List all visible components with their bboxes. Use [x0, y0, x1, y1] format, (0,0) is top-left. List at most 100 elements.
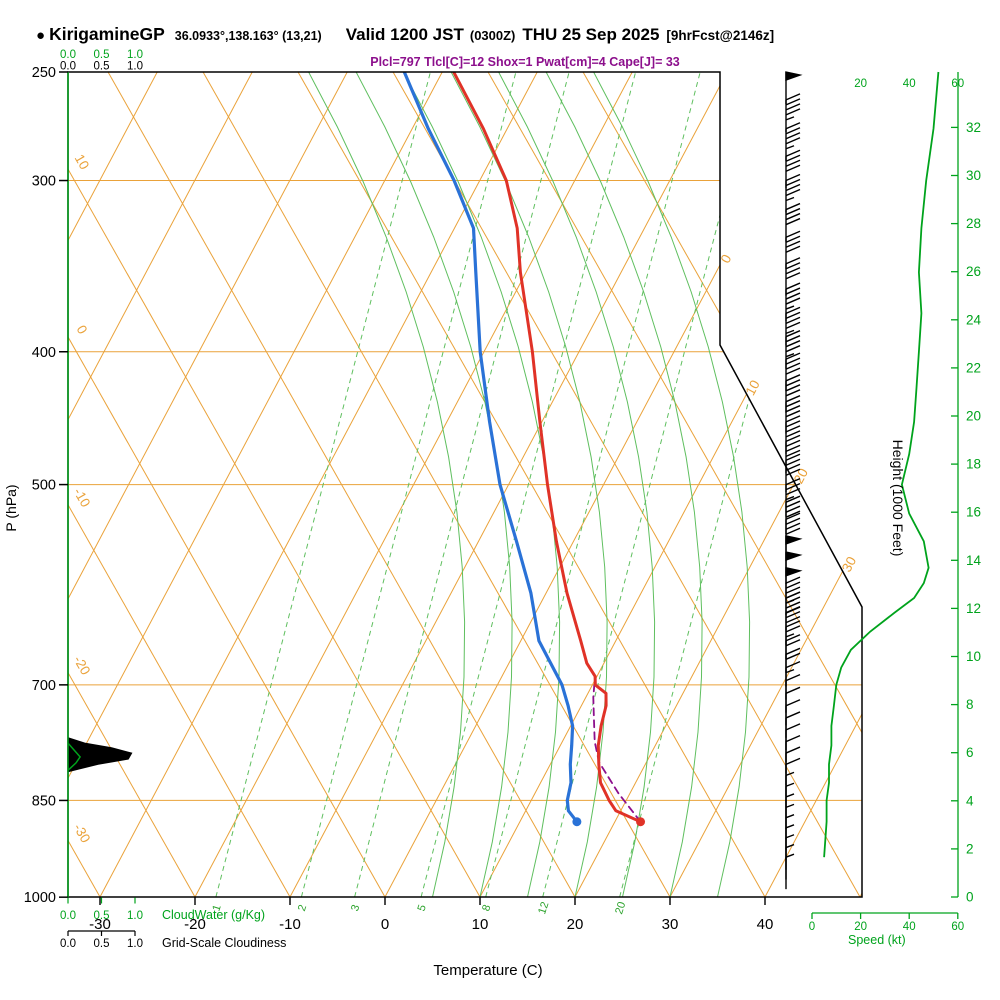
height-tick-label: 14 [966, 553, 982, 568]
valid-time-z: (0300Z) [469, 28, 516, 43]
mixing-ratio-label: 3 [349, 903, 362, 913]
cloudwater-tick-label: 1.0 [127, 910, 143, 922]
speed-tick-label: 0 [809, 921, 815, 933]
mixing-ratio-label: 5 [416, 903, 429, 913]
height-tick-label: 6 [966, 745, 974, 760]
temperature-axis: -30 -20 -10 0 10 20 30 40 Temperature (C) [89, 897, 773, 979]
wind-barbs [785, 71, 803, 890]
station-coords: 36.0933°,138.163° (13,21) [174, 29, 322, 43]
mixing-ratio-label: 12 [536, 900, 551, 915]
cloudiness-top-tick-label: 0.0 [60, 61, 76, 73]
wind-speed-curve [823, 71, 940, 858]
pressure-tick-label: 300 [32, 174, 56, 190]
height-tick-label: 12 [966, 601, 981, 616]
temp-tick-label: -20 [184, 916, 206, 933]
speed-axis: 0204060204060Speed (kt) [809, 78, 964, 947]
pressure-tick-label: 250 [32, 65, 56, 81]
cloud-water-profile [68, 742, 82, 771]
chart-title: ● KirigamineGP 36.0933°,138.163° (13,21) Va… [36, 24, 774, 45]
speed-profile-line [823, 71, 940, 858]
cloudiness-top-tick-label: 0.5 [94, 61, 110, 73]
mixing-ratio-label: 8 [480, 903, 493, 913]
cloudiness-axis-title: Grid-Scale Cloudiness [162, 936, 286, 950]
cloudwater-top-tick-label: 0.0 [60, 49, 76, 61]
cloudiness-top-tick-label: 1.0 [127, 61, 143, 73]
temp-axis-title: Temperature (C) [433, 962, 542, 979]
height-tick-label: 30 [966, 168, 981, 183]
cloudiness-tick-label: 0.5 [94, 938, 110, 950]
height-axis-title: Height (1000 Feet) [890, 440, 906, 557]
mixing-ratio-lines [215, 72, 835, 897]
pressure-tick-label: 1000 [24, 890, 56, 906]
pressure-tick-label: 850 [32, 793, 56, 809]
cloudwater-axis-title: CloudWater (g/Kg) [162, 908, 265, 922]
pressure-axis-title: P (hPa) [3, 484, 19, 531]
speed-axis-title: Speed (kt) [848, 933, 906, 947]
height-tick-label: 22 [966, 360, 981, 375]
pressure-tick-label: 500 [32, 478, 56, 494]
dry-adiabat-label: 10 [72, 152, 93, 173]
temp-tick-label: 10 [472, 916, 489, 933]
cloudwater-top-scale: 0.0 0.5 1.0 [60, 49, 143, 61]
height-tick-label: 16 [966, 505, 981, 520]
height-tick-label: 10 [966, 649, 981, 664]
cloud-water-line [68, 742, 82, 771]
plot-area [68, 72, 862, 897]
height-tick-label: 28 [966, 216, 981, 231]
speed-top-tick-label: 40 [903, 78, 916, 90]
dry-adiabat-label: 0 [74, 323, 91, 337]
mixing-ratio-label: 1 [210, 903, 223, 913]
dewpoint-curve [402, 72, 579, 824]
surface-temp-dot [636, 817, 646, 827]
cloudwater-top-tick-label: 0.5 [94, 49, 110, 61]
height-tick-label: 18 [966, 457, 981, 472]
station-bullet: ● [36, 27, 46, 44]
temp-tick-label: -10 [279, 916, 301, 933]
valid-time: Valid 1200 JST [345, 25, 464, 44]
cloudwater-tick-label: 0.0 [60, 910, 76, 922]
cloudiness-profile [68, 737, 133, 773]
pressure-tick-label: 400 [32, 345, 56, 361]
temp-tick-label: 0 [381, 916, 389, 933]
height-tick-label: 20 [966, 409, 981, 424]
mixing-ratio-label: 2 [296, 903, 309, 913]
surface-dewpoint-dot [572, 817, 582, 827]
height-tick-label: 0 [966, 890, 974, 905]
cloudiness-top-scale: 0.0 0.5 1.0 [60, 61, 143, 73]
dry-adiabat-label: -10 [71, 485, 94, 509]
temp-tick-label: 40 [757, 916, 774, 933]
cloudiness-tick-label: 0.0 [60, 938, 76, 950]
temperature-curve [452, 72, 642, 824]
temp-tick-label: 20 [567, 916, 584, 933]
dry-adiabat-label: -20 [71, 653, 94, 677]
forecast-tag: [9hrFcst@2146z] [666, 28, 775, 43]
speed-tick-label: 60 [951, 921, 964, 933]
height-tick-label: 8 [966, 697, 974, 712]
stability-indices: Plcl=797 Tlcl[C]=12 Shox=1 Pwat[cm]=4 Ca… [370, 55, 680, 69]
cloudwater-tick-label: 0.5 [94, 910, 110, 922]
mixing-ratio-labels: 1 2 3 5 8 12 20 [210, 900, 628, 915]
mixing-ratio-label: 20 [613, 900, 628, 915]
cloudwater-top-tick-label: 1.0 [127, 49, 143, 61]
pressure-axis: 250 300 400 500 700 850 1000 P (hPa) [3, 65, 68, 906]
height-tick-label: 26 [966, 264, 981, 279]
dry-adiabat-label: -30 [71, 821, 94, 845]
speed-tick-label: 40 [903, 921, 916, 933]
cloudiness-tick-label: 1.0 [127, 938, 143, 950]
speed-top-tick-label: 20 [854, 78, 867, 90]
valid-date: THU 25 Sep 2025 [522, 25, 660, 44]
cloudwater-axis: 0.0 0.5 1.0 CloudWater (g/Kg) [60, 897, 265, 922]
station-name: KirigamineGP [49, 24, 165, 44]
height-tick-label: 4 [966, 793, 974, 808]
parcel-path [592, 684, 642, 823]
isotherm-label: 10 [743, 378, 763, 398]
temp-tick-label: 30 [662, 916, 679, 933]
height-tick-label: 24 [966, 312, 982, 327]
height-tick-label: 2 [966, 841, 974, 856]
speed-tick-label: 20 [854, 921, 867, 933]
cloudiness-fill [68, 737, 133, 773]
height-tick-label: 32 [966, 120, 981, 135]
